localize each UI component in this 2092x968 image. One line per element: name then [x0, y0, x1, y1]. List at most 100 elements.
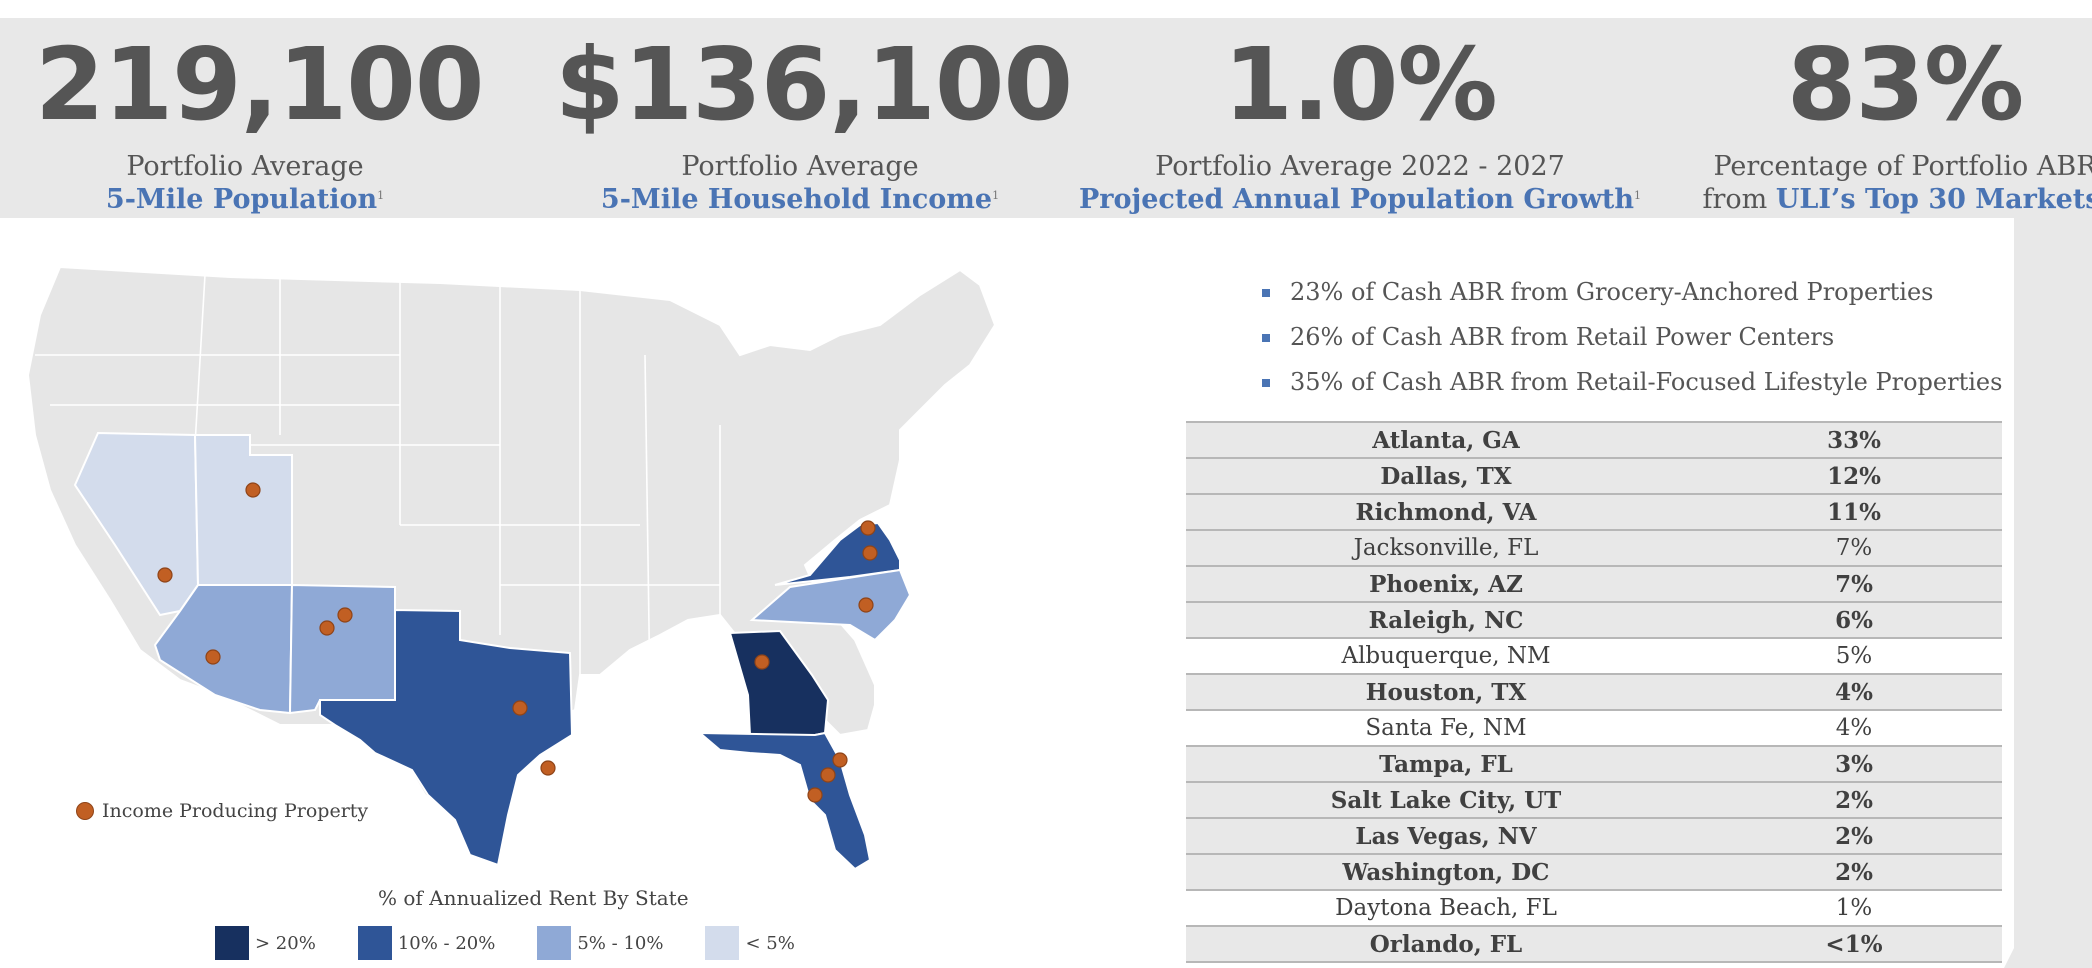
market-name: Atlanta, GA [1186, 421, 1706, 458]
abr-bullet-list: 23% of Cash ABR from Grocery-Anchored Pr… [1262, 270, 2002, 405]
table-row: Jacksonville, FL 7% [1186, 529, 2002, 566]
property-marker [512, 700, 528, 716]
legend-label: 10% - 20% [397, 932, 496, 954]
market-name: Washington, DC [1186, 853, 1706, 890]
stat-label: Portfolio Average 2022 - 2027 [1155, 151, 1565, 182]
bullet-text: 23% of Cash ABR from Grocery-Anchored Pr… [1290, 278, 1934, 306]
legend-label: < 5% [745, 932, 795, 954]
market-percentage: 1% [1706, 889, 2002, 926]
table-row: Washington, DC 2% [1186, 853, 2002, 890]
legend-swatch [215, 926, 249, 960]
list-item: 35% of Cash ABR from Retail-Focused Life… [1262, 360, 2002, 405]
stat-population-growth: 1.0% Portfolio Average 2022 - 2027 Proje… [1075, 20, 1645, 216]
property-marker [862, 545, 878, 561]
market-percentage: 33% [1706, 421, 2002, 458]
market-percentage: 6% [1706, 601, 2002, 638]
property-marker [337, 607, 353, 623]
rent-legend-item: > 20% [215, 926, 316, 960]
rent-legend-title: % of Annualized Rent By State [378, 886, 689, 910]
stat-highlight: Projected Annual Population Growth [1078, 184, 1635, 215]
list-item: 26% of Cash ABR from Retail Power Center… [1262, 315, 2002, 360]
market-name: Salt Lake City, UT [1186, 781, 1706, 818]
market-name: Phoenix, AZ [1186, 565, 1706, 602]
market-percentage: <1% [1706, 925, 2002, 963]
footnote-marker: 1 [1634, 189, 1642, 202]
list-item: 23% of Cash ABR from Grocery-Anchored Pr… [1262, 270, 2002, 315]
market-percentage: 7% [1706, 565, 2002, 602]
legend-swatch [537, 926, 572, 960]
stat-population: 219,100 Portfolio Average 5-Mile Populat… [35, 20, 484, 216]
bullet-text: 26% of Cash ABR from Retail Power Center… [1290, 323, 1835, 351]
table-row: Atlanta, GA 33% [1186, 421, 2002, 458]
market-name: Richmond, VA [1186, 493, 1706, 530]
stat-top-markets: 83% Percentage of Portfolio ABR from ULI… [1700, 20, 2092, 216]
property-legend: Income Producing Property [76, 800, 368, 822]
state-grid-lines [35, 274, 721, 696]
market-name: Orlando, FL [1186, 925, 1706, 963]
market-name: Daytona Beach, FL [1186, 889, 1706, 926]
property-legend-label: Income Producing Property [102, 800, 369, 822]
markets-table-body: Atlanta, GA 33% Dallas, TX 12% Richmond, VA 1… [1186, 421, 2002, 963]
state-new-mexico [288, 583, 396, 715]
bullet-text: 35% of Cash ABR from Retail-Focused Life… [1290, 368, 2003, 396]
footnote-marker: 1 [992, 189, 1000, 202]
state-utah [193, 434, 293, 586]
legend-label: 5% - 10% [577, 932, 664, 954]
state-north-carolina [749, 568, 912, 642]
property-marker [858, 597, 874, 613]
market-name: Raleigh, NC [1186, 601, 1706, 638]
bullet-square-icon [1262, 288, 1270, 297]
stat-label: Percentage of Portfolio ABR [1713, 151, 2092, 182]
property-marker [860, 520, 876, 536]
table-row: Salt Lake City, UT 2% [1186, 781, 2002, 818]
stat-highlight-line: Projected Annual Population Growth1 [1075, 183, 1645, 216]
stat-highlight: ULI’s Top 30 Markets [1775, 184, 2092, 215]
table-row: Daytona Beach, FL 1% [1186, 889, 2002, 926]
market-percentage: 5% [1706, 637, 2002, 674]
table-row: Houston, TX 4% [1186, 673, 2002, 710]
property-marker [205, 649, 221, 665]
stat-highlight-line: 5-Mile Population1 [35, 183, 455, 216]
stat-prefix: from [1702, 184, 1776, 215]
property-marker [319, 620, 335, 636]
market-name: Santa Fe, NM [1186, 709, 1706, 746]
table-row: Phoenix, AZ 7% [1186, 565, 2002, 602]
state-texas [319, 608, 574, 867]
stat-highlight: 5-Mile Household Income [600, 184, 993, 215]
stat-value: 219,100 [35, 26, 484, 143]
stat-household-income: $136,100 Portfolio Average 5-Mile Househ… [555, 20, 1073, 216]
stat-value: 83% [1786, 26, 2024, 143]
legend-label: > 20% [255, 932, 316, 954]
bullet-square-icon [1262, 378, 1270, 387]
market-percentage: 3% [1706, 745, 2002, 782]
market-percentage: 12% [1706, 457, 2002, 494]
market-name: Houston, TX [1186, 673, 1706, 710]
rent-legend-item: < 5% [705, 926, 795, 960]
state-florida [697, 731, 872, 870]
legend-swatch [705, 926, 740, 960]
market-percentage: 2% [1706, 781, 2002, 818]
stat-label: Portfolio Average [681, 151, 919, 182]
stat-highlight: 5-Mile Population [105, 184, 378, 215]
table-row: Albuquerque, NM 5% [1186, 637, 2002, 674]
decorative-wedge [2004, 218, 2092, 968]
market-name: Las Vegas, NV [1186, 817, 1706, 854]
market-percentage: 2% [1706, 817, 2002, 854]
property-marker [820, 767, 836, 783]
table-row: Raleigh, NC 6% [1186, 601, 2002, 638]
rent-legend: > 20% 10% - 20% 5% - 10% < 5% [215, 926, 837, 960]
property-marker [157, 567, 173, 583]
table-row: Santa Fe, NM 4% [1186, 709, 2002, 746]
property-markers [157, 482, 878, 803]
stat-highlight-line: 5-Mile Household Income1 [555, 183, 1045, 216]
market-percentage: 4% [1706, 709, 2002, 746]
us-portfolio-map [26, 265, 997, 870]
market-name: Tampa, FL [1186, 745, 1706, 782]
market-name: Albuquerque, NM [1186, 637, 1706, 674]
market-name: Jacksonville, FL [1186, 529, 1706, 566]
legend-swatch [357, 926, 392, 960]
rent-legend-item: 10% - 20% [357, 926, 496, 960]
stat-value: 1.0% [1223, 26, 1497, 143]
property-marker [754, 654, 770, 670]
bullet-square-icon [1262, 333, 1270, 342]
